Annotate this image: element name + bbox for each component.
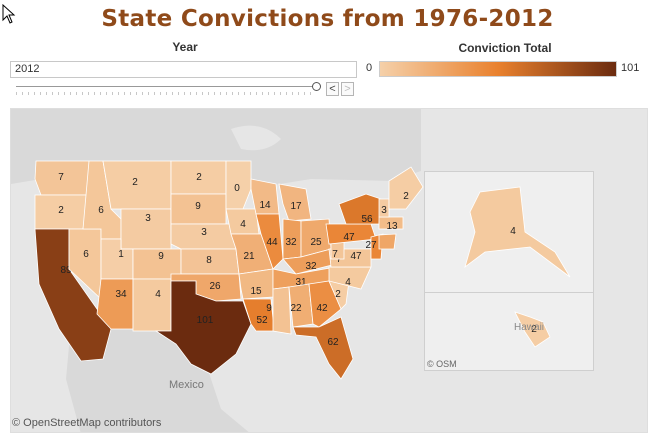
state-value-label-mt: 2 — [132, 177, 138, 188]
state-value-label-ny: 56 — [361, 214, 373, 225]
year-filter-label: Year — [172, 40, 198, 54]
state-tx[interactable] — [154, 280, 252, 375]
state-me[interactable] — [388, 166, 424, 210]
state-value-label-ca: 89 — [60, 265, 72, 276]
state-value-label-ms: 9 — [266, 303, 272, 314]
state-value-label-sc: 2 — [335, 289, 341, 300]
state-value-label-mo: 21 — [243, 251, 255, 262]
next-year-button[interactable]: > — [341, 82, 354, 96]
state-value-label-nv: 6 — [83, 249, 89, 260]
state-fl[interactable] — [292, 316, 354, 380]
state-value-label-wy: 3 — [145, 213, 151, 224]
hawaii-map-label: Hawaii — [514, 322, 545, 333]
state-hi[interactable] — [514, 311, 551, 348]
state-value-label-az: 34 — [115, 289, 127, 300]
osm-attribution[interactable]: © OpenStreetMap contributors — [12, 417, 162, 429]
state-value-label-il: 44 — [266, 237, 278, 248]
state-value-label-id: 6 — [98, 205, 104, 216]
legend-title: Conviction Total — [458, 41, 552, 55]
state-ar[interactable] — [238, 268, 274, 300]
legend-color-ramp — [379, 61, 617, 77]
state-value-label-or: 2 — [58, 205, 64, 216]
state-value-label-al: 22 — [290, 303, 302, 314]
state-value-label-co: 9 — [158, 251, 164, 262]
year-slider-ticks — [16, 92, 316, 95]
state-ga[interactable] — [308, 280, 342, 328]
mexico-map-label: Mexico — [169, 379, 204, 391]
state-ak[interactable] — [464, 186, 571, 278]
year-dropdown[interactable]: 2012 — [10, 61, 357, 78]
state-ct[interactable] — [378, 233, 397, 250]
state-value-label-wi: 14 — [259, 200, 271, 211]
state-value-label-hi: 2 — [531, 324, 537, 335]
mexico-land — [66, 321, 249, 432]
state-value-label-ks: 8 — [206, 255, 212, 266]
state-value-label-tn: 31 — [295, 277, 307, 288]
state-ny[interactable] — [338, 193, 382, 225]
state-value-label-mn: 0 — [234, 183, 240, 194]
state-value-label-mi: 17 — [290, 201, 302, 212]
inset-divider — [425, 292, 593, 293]
state-mi[interactable] — [278, 183, 312, 222]
state-value-label-va: 7 — [336, 254, 342, 265]
state-value-label-nj: 47 — [350, 251, 362, 262]
previous-year-button[interactable]: < — [326, 82, 339, 96]
state-value-label-wv: 7 — [332, 249, 338, 260]
state-value-label-ok: 26 — [209, 281, 221, 292]
state-il[interactable] — [255, 213, 284, 270]
state-value-label-ia: 4 — [240, 219, 246, 230]
lake — [231, 125, 281, 151]
state-value-label-nc: 4 — [345, 277, 351, 288]
state-value-label-ct: 27 — [365, 240, 377, 251]
state-value-label-ut: 1 — [118, 249, 124, 260]
state-value-label-pa: 47 — [343, 232, 355, 243]
state-mn[interactable] — [225, 160, 252, 210]
inset-osm-attribution: © OSM — [427, 359, 457, 369]
state-value-label-nd: 2 — [196, 172, 202, 183]
state-value-label-ga: 42 — [316, 303, 328, 314]
legend-min-label: 0 — [366, 62, 373, 74]
state-value-label-la: 52 — [256, 315, 268, 326]
year-slider-thumb[interactable] — [312, 82, 321, 91]
state-value-label-tx: 101 — [197, 315, 214, 326]
state-value-label-ne: 3 — [201, 227, 207, 238]
state-value-label-me: 2 — [403, 191, 409, 202]
year-slider-track[interactable] — [16, 86, 316, 90]
mouse-cursor-icon — [2, 4, 16, 24]
state-value-label-ky: 32 — [305, 261, 317, 272]
inset-map: 42 — [464, 186, 571, 348]
state-value-label-nm: 4 — [155, 289, 161, 300]
state-vt[interactable] — [378, 198, 390, 218]
state-ms[interactable] — [272, 286, 292, 335]
state-value-label-in: 32 — [285, 237, 297, 248]
state-value-label-sd: 9 — [195, 201, 201, 212]
state-value-label-ar: 15 — [250, 286, 262, 297]
state-value-label-fl: 62 — [327, 337, 339, 348]
state-value-label-oh: 25 — [310, 237, 322, 248]
state-az[interactable] — [96, 278, 134, 330]
state-value-label-wa: 7 — [58, 172, 64, 183]
state-value-label-ak: 4 — [510, 226, 516, 237]
legend-max-label: 101 — [621, 62, 640, 74]
state-value-label-vt: 3 — [381, 205, 387, 216]
state-ma[interactable] — [378, 216, 404, 230]
page-title: State Convictions from 1976-2012 — [101, 6, 554, 32]
state-value-label-ma: 13 — [386, 221, 398, 232]
state-nm[interactable] — [132, 278, 172, 332]
